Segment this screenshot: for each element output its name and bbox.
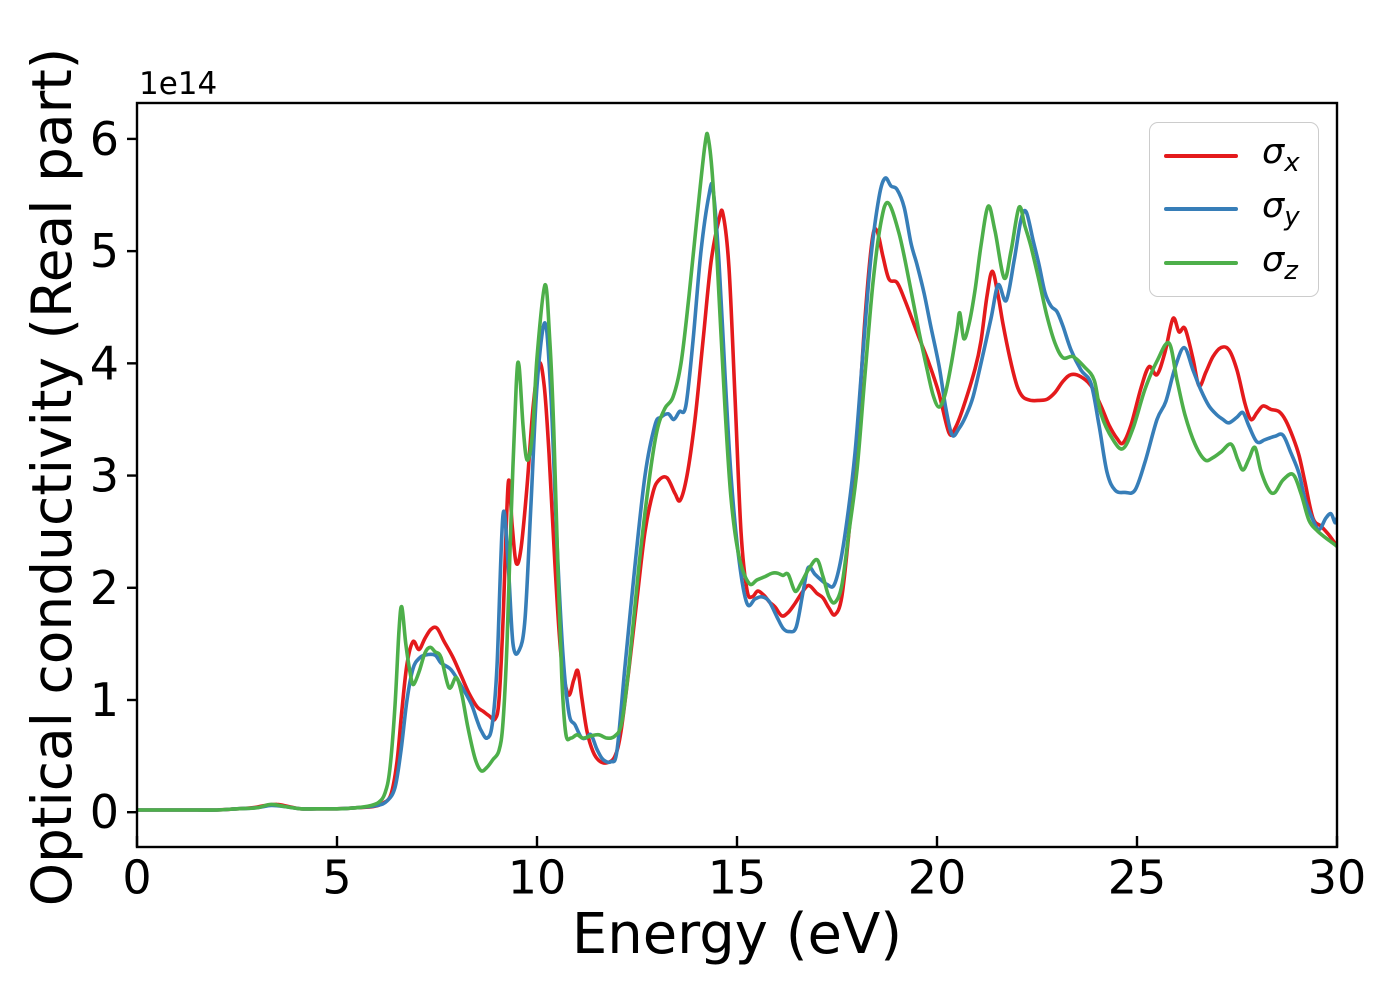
svg-text:5: 5 <box>90 224 119 278</box>
svg-text:1: 1 <box>90 673 119 727</box>
sigma-x-label: σx <box>1262 132 1300 179</box>
legend-item-sigma-z: σz <box>1164 239 1304 286</box>
svg-text:10: 10 <box>508 850 567 904</box>
svg-text:15: 15 <box>708 850 767 904</box>
sigma-z-line-swatch <box>1164 261 1238 266</box>
svg-text:2: 2 <box>90 561 119 615</box>
svg-text:20: 20 <box>908 850 967 904</box>
sigma_x-curve <box>137 208 1337 812</box>
svg-text:4: 4 <box>90 336 119 390</box>
sigma-y-label: σy <box>1262 185 1300 232</box>
y-axis-offset-label: 1e14 <box>139 66 218 102</box>
sigma_z-curve <box>137 131 1337 812</box>
legend-box: σx σy σz <box>1149 122 1319 297</box>
x-axis-ticks: 0 5 10 15 20 25 30 <box>122 836 1366 904</box>
y-axis-label: Optical conductivity (Real part) <box>20 47 84 907</box>
svg-text:25: 25 <box>1108 850 1167 904</box>
svg-text:0: 0 <box>122 850 151 904</box>
sigma-z-label: σz <box>1262 239 1298 286</box>
sigma-y-line-swatch <box>1164 207 1238 212</box>
svg-text:0: 0 <box>90 785 119 839</box>
svg-text:3: 3 <box>90 449 119 503</box>
y-axis-ticks: 0 1 2 3 4 5 6 <box>90 112 137 839</box>
x-axis-label: Energy (eV) <box>571 902 903 967</box>
legend-item-sigma-x: σx <box>1164 135 1304 176</box>
legend-item-sigma-y: σy <box>1164 185 1304 232</box>
svg-text:6: 6 <box>90 112 119 166</box>
svg-text:5: 5 <box>322 850 351 904</box>
sigma-x-line-swatch <box>1164 153 1238 158</box>
svg-text:30: 30 <box>1308 850 1367 904</box>
curves-group <box>137 131 1337 812</box>
sigma_y-curve <box>137 176 1337 812</box>
